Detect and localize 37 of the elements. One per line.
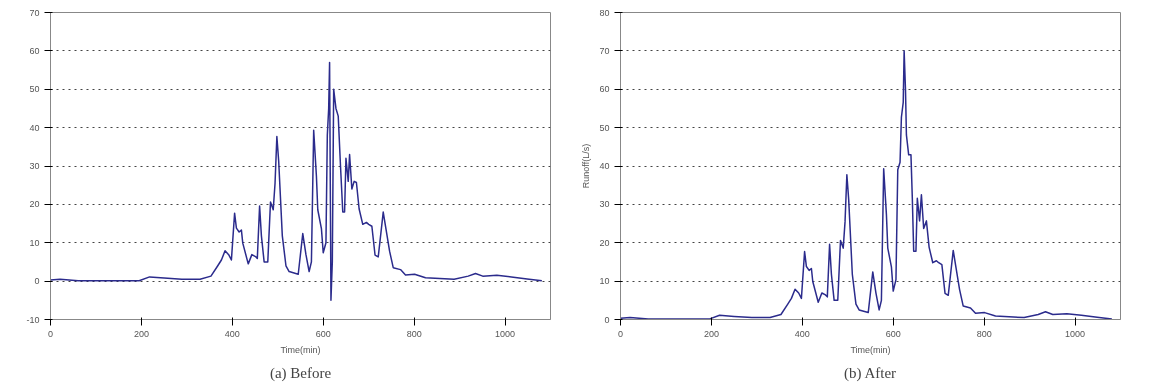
- y-tick-label: 0: [34, 276, 40, 287]
- x-tick-label: 600: [315, 328, 331, 339]
- x-tick-label: 400: [794, 328, 810, 339]
- y-tick-label: 80: [599, 7, 610, 18]
- y-tick-label: 60: [599, 84, 610, 95]
- x-tick-label: 1000: [1065, 328, 1086, 339]
- line-series: [620, 50, 1113, 320]
- x-tick-label: 800: [976, 328, 992, 339]
- y-tick-label: 50: [29, 84, 40, 95]
- y-axis-title: Runoff(L/s): [581, 143, 592, 189]
- x-axis-title: Time(min): [850, 344, 891, 355]
- y-tick-label: 60: [29, 45, 40, 56]
- y-tick-label: 50: [599, 122, 610, 133]
- x-axis-title: Time(min): [280, 344, 321, 355]
- x-tick-label: 1000: [495, 328, 516, 339]
- x-tick-label: 600: [885, 328, 901, 339]
- x-tick-label: 400: [224, 328, 240, 339]
- text: (b) After: [844, 364, 897, 382]
- y-tick-label: 30: [599, 199, 610, 210]
- x-tick-label: 0: [48, 328, 54, 339]
- x-tick-label: 200: [703, 328, 719, 339]
- y-tick-label: 20: [599, 237, 610, 248]
- text: (a) Before: [269, 364, 332, 382]
- y-tick-label: 40: [29, 122, 40, 133]
- y-tick-label: 70: [599, 45, 610, 56]
- y-tick-label: 10: [29, 237, 40, 248]
- y-tick-label: -10: [26, 314, 40, 325]
- y-tick-label: 20: [29, 199, 40, 210]
- x-tick-label: 800: [406, 328, 422, 339]
- x-tick-label: 0: [618, 328, 624, 339]
- y-tick-label: 70: [29, 7, 40, 18]
- y-tick-label: 0: [604, 314, 610, 325]
- y-tick-label: 10: [599, 276, 610, 287]
- y-tick-label: 40: [599, 161, 610, 171]
- y-tick-label: 30: [29, 161, 40, 171]
- line-series: [50, 61, 543, 302]
- x-tick-label: 200: [133, 328, 149, 339]
